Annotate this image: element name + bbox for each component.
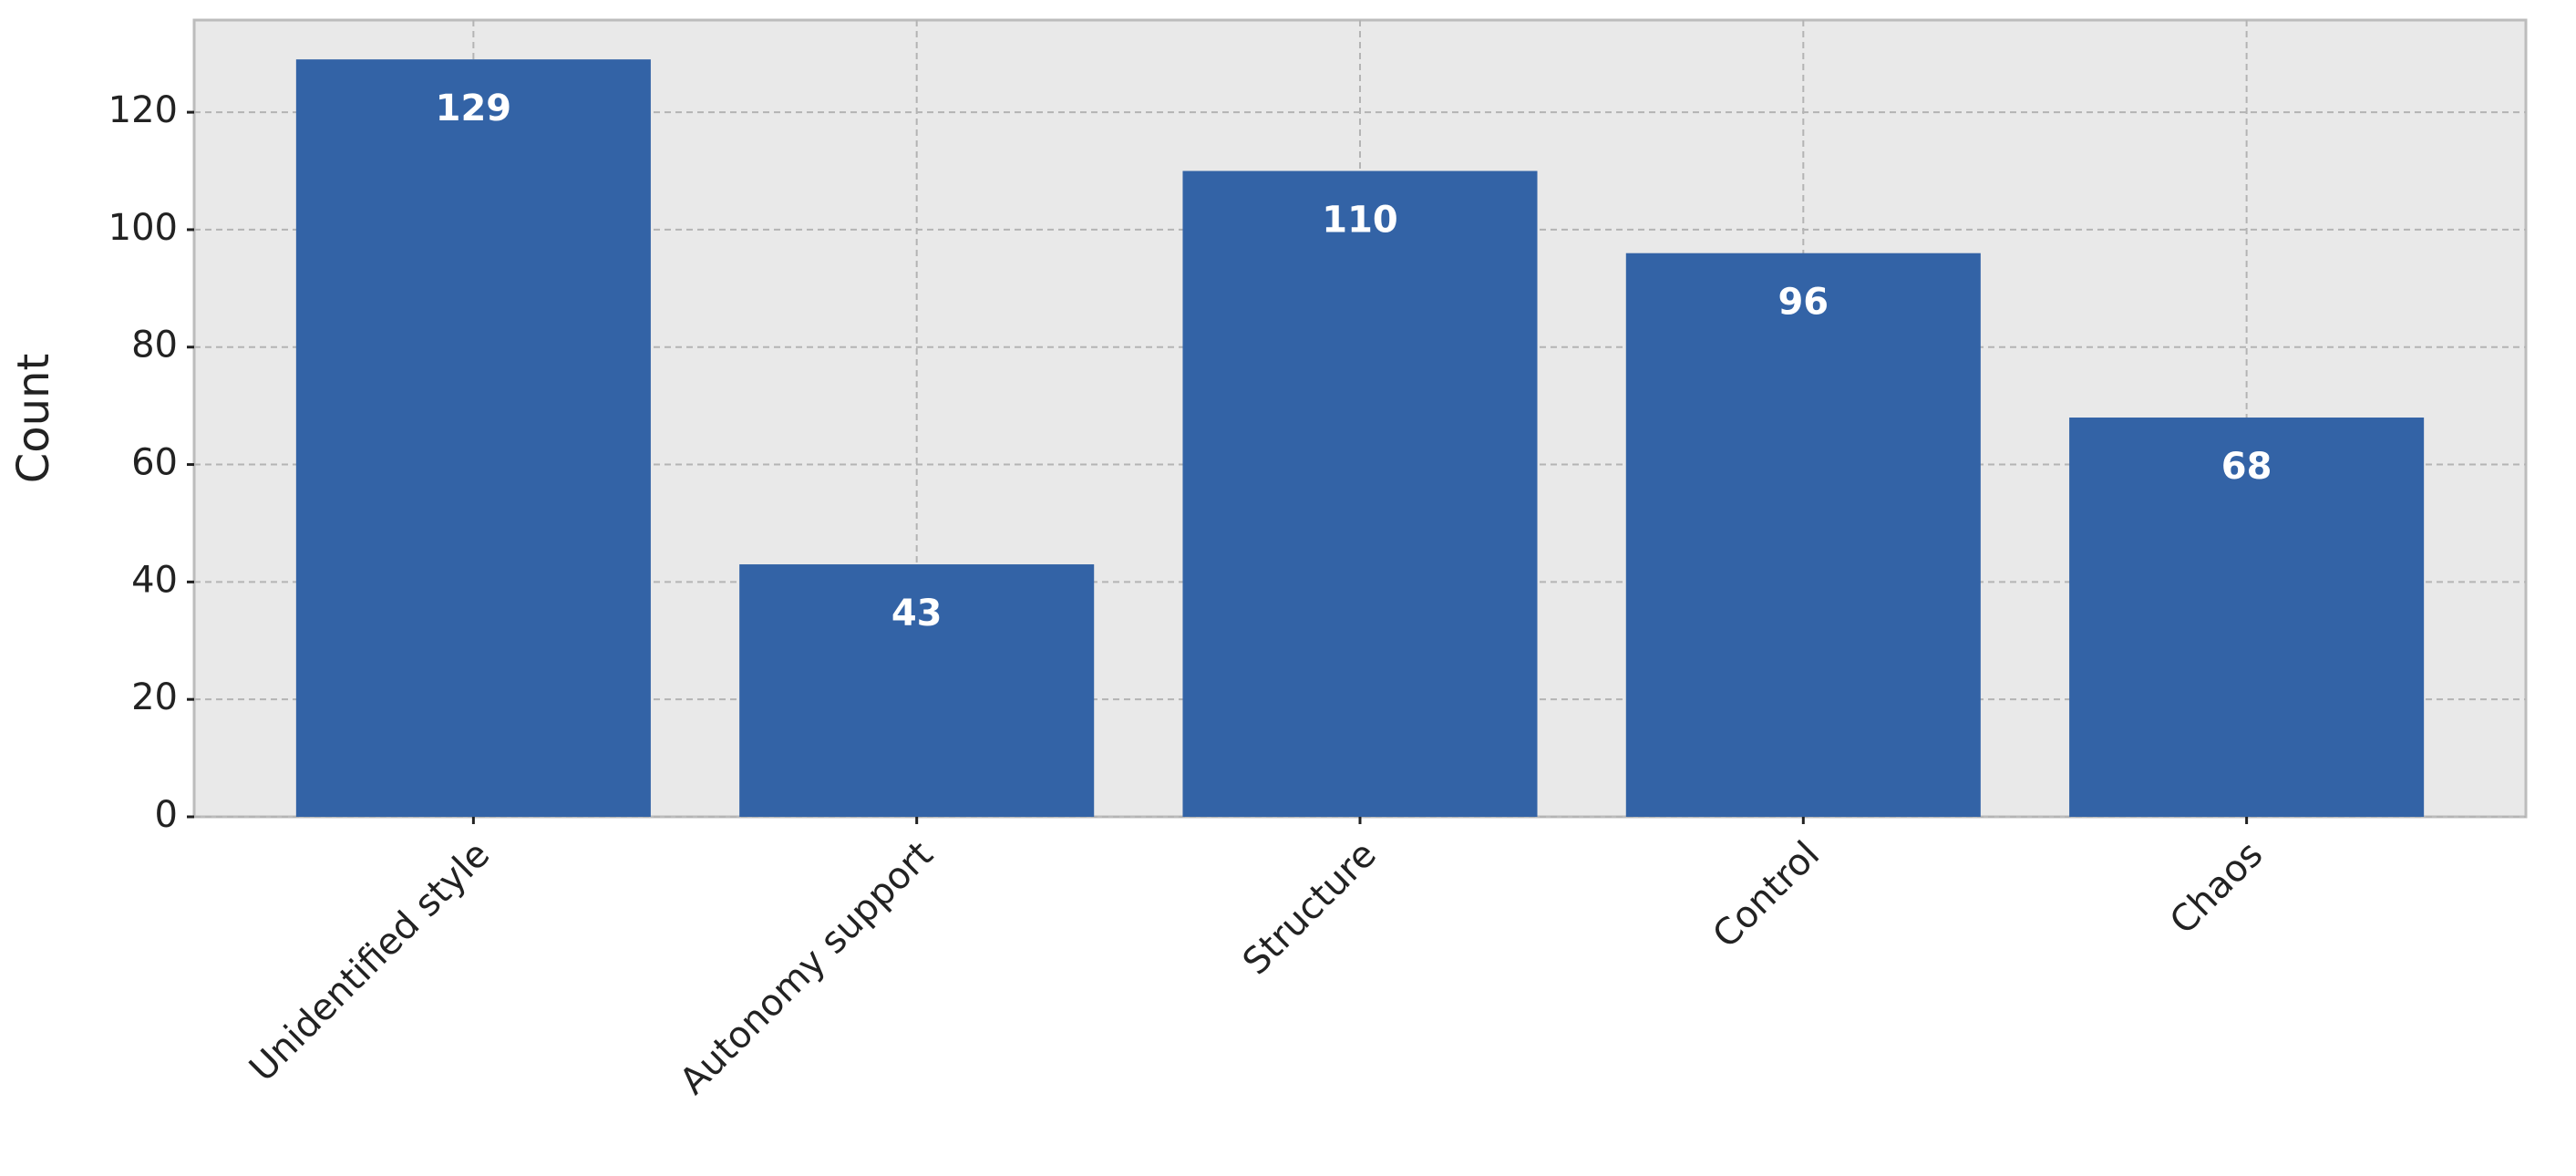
x-tick-label: Control [1705,833,1828,956]
x-tick-label: Unidentified style [242,833,498,1089]
y-tick-label: 80 [131,325,178,366]
value-label: 96 [1777,282,1829,324]
value-label: 43 [891,593,943,634]
value-label: 110 [1322,200,1398,242]
y-tick-label: 20 [131,676,178,718]
bar [1182,170,1538,818]
bar [295,59,651,818]
bar [739,564,1095,817]
bar [1625,253,1981,817]
x-tick-label: Autonomy support [672,833,941,1102]
x-tick-label: Structure [1235,833,1385,983]
bar [2069,418,2425,817]
value-label: 68 [2221,446,2272,488]
y-tick-label: 120 [108,89,178,131]
y-tick-label: 100 [108,207,178,249]
bars [295,59,2425,818]
y-tick-label: 0 [155,794,178,836]
y-tick-label: 60 [131,442,178,484]
value-label: 129 [436,88,512,129]
x-tick-label: Chaos [2162,833,2272,943]
y-axis-label: Count [8,354,59,484]
y-tick-label: 40 [131,559,178,601]
